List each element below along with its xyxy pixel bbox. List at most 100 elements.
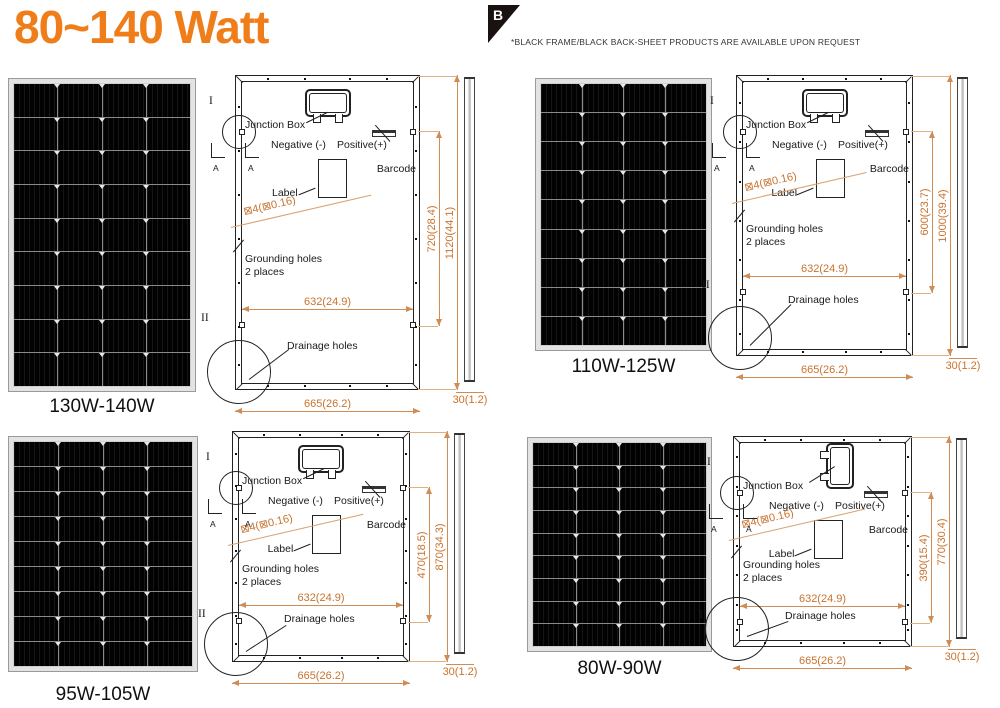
grounding-hole <box>902 619 908 625</box>
frame-hole-dot <box>235 517 237 520</box>
solar-cell <box>620 142 665 171</box>
solar-cell <box>616 624 663 646</box>
solar-cell <box>661 287 706 316</box>
inner-height-dimension: 390(15.4) <box>918 492 938 623</box>
section-detail-circle-2 <box>705 597 769 661</box>
frame-hole-dot <box>238 193 240 196</box>
panel-front-view <box>527 437 712 652</box>
frame-hole-dot <box>235 550 237 553</box>
frame-hole-dot <box>235 614 237 617</box>
frame-hole-dot <box>842 642 845 644</box>
solar-cell <box>99 492 148 516</box>
corner-mark-letter: A <box>749 163 755 173</box>
solar-cell <box>54 252 102 285</box>
solar-cell <box>616 601 663 624</box>
panel-spec-quadrant: 130W-140W Junction Box Negative (-) Posi… <box>8 75 502 447</box>
frame-hole-dot <box>235 582 237 585</box>
frame-outer <box>235 75 420 390</box>
solar-cell <box>661 142 706 171</box>
grounding-hole <box>239 129 245 135</box>
positive-terminal-label: Positive(+) <box>334 495 384 507</box>
solar-cell <box>578 287 623 316</box>
inner-height-dimension-text: 600(23.7) <box>919 188 931 236</box>
solar-cell <box>54 567 103 591</box>
solar-cell <box>659 465 706 488</box>
solar-cell <box>616 465 663 488</box>
grounding-hole <box>410 129 416 135</box>
section-marker-2: II <box>198 608 206 620</box>
solar-cell <box>14 467 58 491</box>
solar-cell <box>142 218 190 252</box>
frame-hole-dot <box>908 102 910 105</box>
solar-cell <box>144 542 192 566</box>
outer-height-dimension-text: 870(34.3) <box>434 522 446 571</box>
grounding-holes-label: Grounding holes <box>746 223 824 235</box>
solar-cell <box>142 117 190 151</box>
frame-hole-dot <box>907 456 909 459</box>
solar-cell <box>659 510 706 533</box>
dimension-line <box>733 665 912 671</box>
outer-height-dimension: 770(30.4) <box>936 436 956 647</box>
solar-cell <box>99 617 148 641</box>
outer-height-dimension-text: 770(30.4) <box>936 517 948 566</box>
frame-hole-dot <box>844 78 847 80</box>
solar-cell <box>144 592 192 616</box>
solar-cell <box>14 151 58 184</box>
solar-cell <box>142 353 190 386</box>
barcode-label: Barcode <box>376 163 416 175</box>
solar-cell <box>578 200 623 229</box>
frame-hole-dot <box>907 629 909 632</box>
inner-width-dimension: 632(24.9) <box>740 591 905 609</box>
extension-line <box>910 646 948 647</box>
frame-hole-dot <box>415 237 417 240</box>
grounding-holes-places-label: 2 places <box>743 572 783 584</box>
extension-line <box>418 76 456 77</box>
frame-hole-dot <box>802 78 805 80</box>
solar-cell <box>541 142 582 171</box>
solar-cell <box>54 286 102 319</box>
solar-cell <box>533 578 576 601</box>
frame-hole-dot <box>385 385 388 387</box>
panel-rear-view-drawing: Junction Box Negative (-) Positive(+) Ba… <box>699 436 912 661</box>
solar-cell <box>578 84 623 113</box>
grounding-hole <box>740 129 746 135</box>
dimension-line <box>436 131 442 326</box>
outer-width-dimension: 665(26.2) <box>733 653 912 671</box>
dimension-line <box>946 436 952 647</box>
solar-cell <box>533 624 576 646</box>
frame-hole-dot <box>405 642 407 645</box>
outer-height-dimension-text: 1120(44.1) <box>444 206 456 259</box>
solar-cell <box>572 465 619 488</box>
section-marker-1: I <box>710 95 714 107</box>
solar-cell <box>541 84 582 113</box>
thickness-dimension-text: 30(1.2) <box>941 358 985 372</box>
solar-cell <box>541 171 582 200</box>
solar-cell <box>541 316 582 345</box>
solar-cell <box>661 200 706 229</box>
corner-mark-letter: A <box>210 519 216 529</box>
solar-cell <box>99 542 148 566</box>
frame-inner <box>742 81 907 350</box>
extension-line <box>910 492 930 493</box>
label-text: Label <box>272 187 298 199</box>
outer-width-dimension-text: 665(26.2) <box>800 364 849 376</box>
grounding-holes-places-label: 2 places <box>746 236 786 248</box>
outer-width-dimension: 665(26.2) <box>232 668 410 686</box>
dimension-line <box>454 75 460 390</box>
frame-hole-dot <box>376 657 379 659</box>
frame-hole-dot <box>298 434 301 436</box>
section-marker-2: II <box>702 279 710 291</box>
availability-note: *BLACK FRAME/BLACK BACK-SHEET PRODUCTS A… <box>511 37 861 47</box>
solar-cell <box>572 624 619 646</box>
extension-line <box>911 131 931 132</box>
positive-terminal-label: Positive(+) <box>337 139 387 151</box>
solar-cell <box>616 510 663 533</box>
dimension-line <box>929 131 935 293</box>
grounding-hole <box>902 490 908 496</box>
section-marker-2: II <box>201 312 209 324</box>
solar-cell <box>98 218 146 252</box>
inner-width-dimension: 632(24.9) <box>239 590 403 608</box>
frame-hole-dot <box>267 385 270 387</box>
frame-hole-dot <box>405 453 407 456</box>
solar-cell <box>98 117 146 151</box>
